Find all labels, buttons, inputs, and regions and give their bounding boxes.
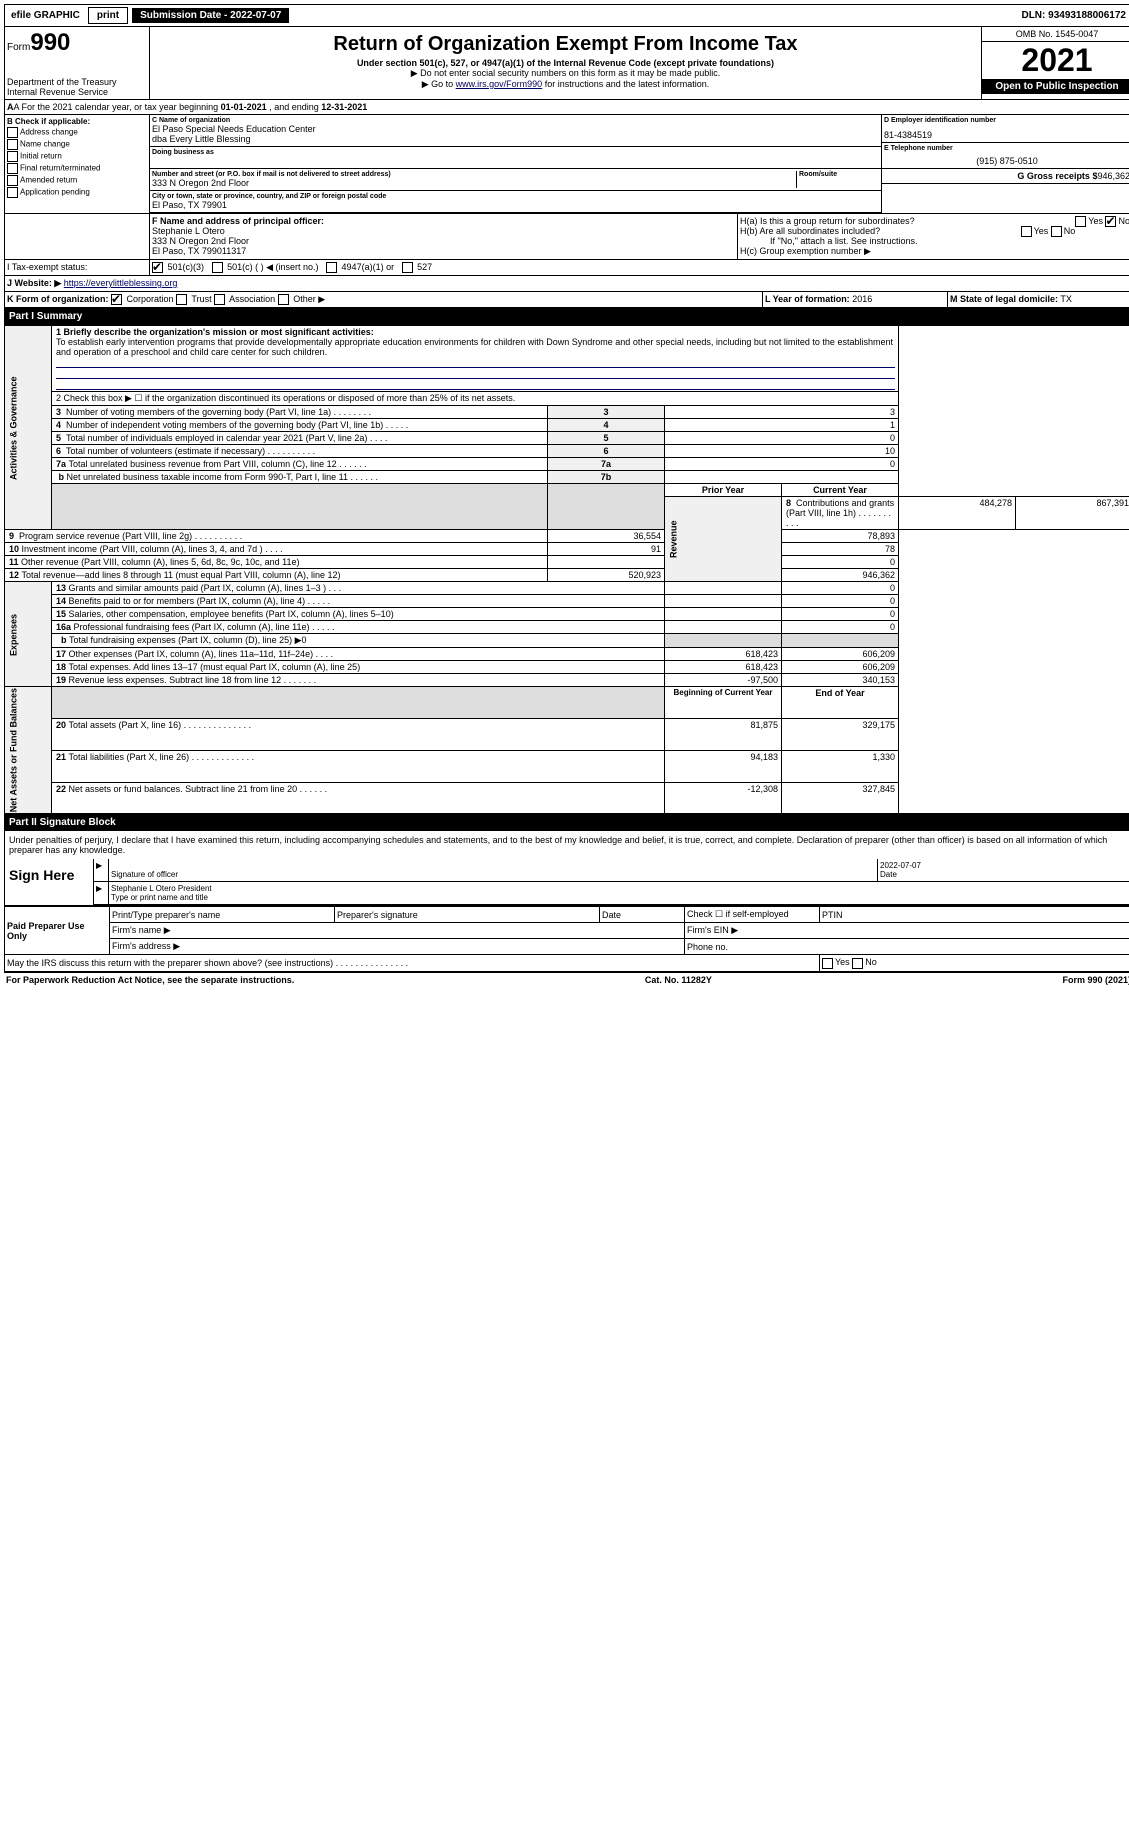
footer-catalog: Cat. No. 11282Y (645, 975, 712, 985)
cb-name-change[interactable]: Name change (7, 139, 147, 150)
paid-preparer-label: Paid Preparer Use Only (5, 907, 110, 955)
section-fh: F Name and address of principal officer:… (4, 213, 1129, 260)
org-city: El Paso, TX 79901 (152, 200, 879, 210)
table-row: 14 Benefits paid to or for members (Part… (5, 595, 1129, 608)
form-number: 990 (30, 29, 70, 56)
table-row: 18 Total expenses. Add lines 13–17 (must… (5, 661, 1129, 674)
sig-date: 2022-07-07 (880, 861, 921, 870)
table-row: 11 Other revenue (Part VIII, column (A),… (5, 556, 1129, 569)
table-row: 20 Total assets (Part X, line 16) . . . … (5, 719, 1129, 751)
table-row: 10 Investment income (Part VIII, column … (5, 543, 1129, 556)
print-button[interactable]: print (88, 7, 128, 24)
gross-receipts: 946,362 (1097, 171, 1129, 181)
side-revenue: Revenue (665, 497, 782, 582)
table-row: 12 Total revenue—add lines 8 through 11 … (5, 569, 1129, 582)
phone: (915) 875-0510 (884, 152, 1129, 166)
form-title: Return of Organization Exempt From Incom… (154, 33, 977, 56)
table-row: 5 Total number of individuals employed i… (5, 432, 1129, 445)
cb-501c3[interactable] (152, 262, 163, 273)
part-i-header: Part I Summary (4, 308, 1129, 325)
state-domicile: TX (1060, 294, 1072, 304)
table-row: b Net unrelated business taxable income … (5, 471, 1129, 484)
row-j-website: J Website: ▶ https://everylittleblessing… (4, 276, 1129, 292)
box-b: B Check if applicable: Address change Na… (5, 115, 150, 213)
table-row: 17 Other expenses (Part IX, column (A), … (5, 648, 1129, 661)
side-expenses: Expenses (5, 582, 52, 687)
cb-final-return[interactable]: Final return/terminated (7, 163, 147, 174)
section-bcdefg: B Check if applicable: Address change Na… (4, 115, 1129, 213)
table-row: 6 Total number of volunteers (estimate i… (5, 445, 1129, 458)
inspection-badge: Open to Public Inspection (982, 79, 1129, 94)
form-subtitle: Under section 501(c), 527, or 4947(a)(1)… (154, 58, 977, 68)
summary-table: Activities & Governance 1 Briefly descri… (4, 325, 1129, 814)
row-i-tax-status: I Tax-exempt status: 501(c)(3) 501(c) ( … (4, 260, 1129, 276)
sign-here-label: Sign Here (5, 859, 93, 905)
preparer-table: Paid Preparer Use Only Print/Type prepar… (4, 906, 1129, 971)
officer-name: Stephanie L Otero (152, 226, 225, 236)
dept-label: Department of the Treasury Internal Reve… (7, 77, 147, 97)
form-header: Form990 Department of the Treasury Inter… (4, 27, 1129, 100)
form-label: Form (7, 42, 30, 53)
submission-date: Submission Date - 2022-07-07 (132, 8, 289, 23)
table-row: 21 Total liabilities (Part X, line 26) .… (5, 750, 1129, 782)
table-row: 3 Number of voting members of the govern… (5, 406, 1129, 419)
efile-label: efile GRAPHIC (7, 10, 84, 21)
cb-corporation[interactable] (111, 294, 122, 305)
side-netassets: Net Assets or Fund Balances (5, 687, 52, 814)
table-row: 15 Salaries, other compensation, employe… (5, 608, 1129, 621)
cb-group-no[interactable] (1105, 216, 1116, 227)
cb-address-change[interactable]: Address change (7, 127, 147, 138)
box-c: C Name of organization El Paso Special N… (150, 115, 881, 213)
tax-period: AA For the 2021 calendar year, or tax ye… (4, 100, 1129, 115)
page-footer: For Paperwork Reduction Act Notice, see … (4, 972, 1129, 987)
cb-app-pending[interactable]: Application pending (7, 187, 147, 198)
table-row: 7a Total unrelated business revenue from… (5, 458, 1129, 471)
org-street: 333 N Oregon 2nd Floor (152, 178, 796, 188)
table-row: 19 Revenue less expenses. Subtract line … (5, 674, 1129, 687)
footer-form: Form 990 (2021) (1062, 975, 1129, 985)
website-link[interactable]: https://everylittleblessing.org (64, 278, 178, 288)
table-row: 4 Number of independent voting members o… (5, 419, 1129, 432)
discuss-question: May the IRS discuss this return with the… (5, 955, 820, 971)
mission-text: To establish early intervention programs… (56, 337, 893, 357)
top-bar: efile GRAPHIC print Submission Date - 20… (4, 4, 1129, 27)
org-name: El Paso Special Needs Education Center (152, 124, 879, 134)
side-governance: Activities & Governance (5, 326, 52, 530)
footer-paperwork: For Paperwork Reduction Act Notice, see … (6, 975, 294, 985)
dln-label: DLN: 93493188006172 (1021, 10, 1129, 21)
omb-number: OMB No. 1545-0047 (982, 27, 1129, 42)
form-note-ssn: ▶ Do not enter social security numbers o… (154, 68, 977, 79)
row-klm: K Form of organization: Corporation Trus… (4, 292, 1129, 308)
table-row: 9 Program service revenue (Part VIII, li… (5, 530, 1129, 543)
officer-typed: Stephanie L Otero President (111, 884, 212, 893)
cb-amended-return[interactable]: Amended return (7, 175, 147, 186)
ein: 81-4384519 (884, 124, 1129, 140)
org-dba: dba Every Little Blessing (152, 134, 879, 144)
box-deg: D Employer identification number 81-4384… (881, 115, 1129, 213)
irs-link[interactable]: www.irs.gov/Form990 (456, 79, 543, 89)
declaration-text: Under penalties of perjury, I declare th… (5, 831, 1129, 859)
form-note-link: ▶ Go to www.irs.gov/Form990 for instruct… (154, 79, 977, 90)
year-formation: 2016 (852, 294, 872, 304)
cb-initial-return[interactable]: Initial return (7, 151, 147, 162)
tax-year: 2021 (982, 42, 1129, 79)
table-row: 22 Net assets or fund balances. Subtract… (5, 782, 1129, 814)
table-row: 16a Professional fundraising fees (Part … (5, 621, 1129, 634)
table-row: b Total fundraising expenses (Part IX, c… (5, 634, 1129, 648)
signature-block: Under penalties of perjury, I declare th… (4, 831, 1129, 906)
part-ii-header: Part II Signature Block (4, 814, 1129, 831)
